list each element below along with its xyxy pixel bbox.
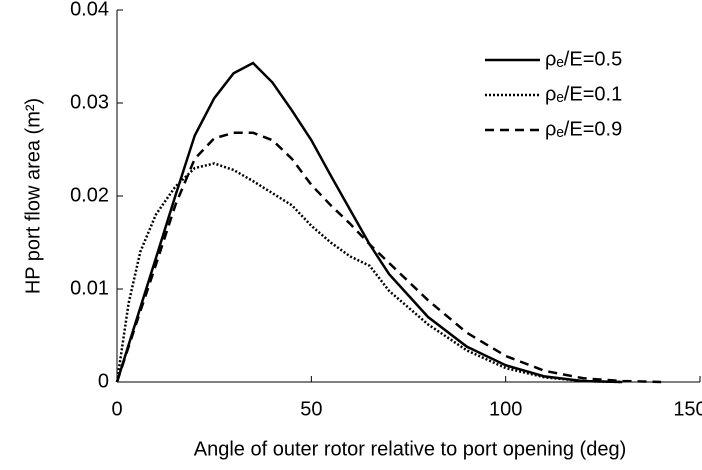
y-tick-label: 0.04: [70, 0, 109, 20]
x-tick-label: 100: [489, 398, 522, 420]
y-tick-label: 0: [98, 370, 109, 392]
series-line: [115, 61, 623, 384]
y-tick-label: 0.01: [70, 277, 109, 299]
x-tick-label: 0: [111, 398, 122, 420]
series-line: [115, 162, 623, 384]
legend-label: ρₑ/E=0.1: [545, 83, 622, 105]
x-tick-label: 150: [673, 398, 702, 420]
y-tick-label: 0.02: [70, 184, 109, 206]
x-tick-label: 50: [300, 398, 322, 420]
x-axis-label: Angle of outer rotor relative to port op…: [194, 438, 626, 460]
legend-label: ρₑ/E=0.9: [545, 118, 622, 140]
series-line: [115, 131, 662, 384]
y-axis-label: HP port flow area (m²): [22, 98, 44, 294]
legend-label: ρₑ/E=0.5: [545, 48, 622, 70]
y-tick-label: 0.03: [70, 91, 109, 113]
